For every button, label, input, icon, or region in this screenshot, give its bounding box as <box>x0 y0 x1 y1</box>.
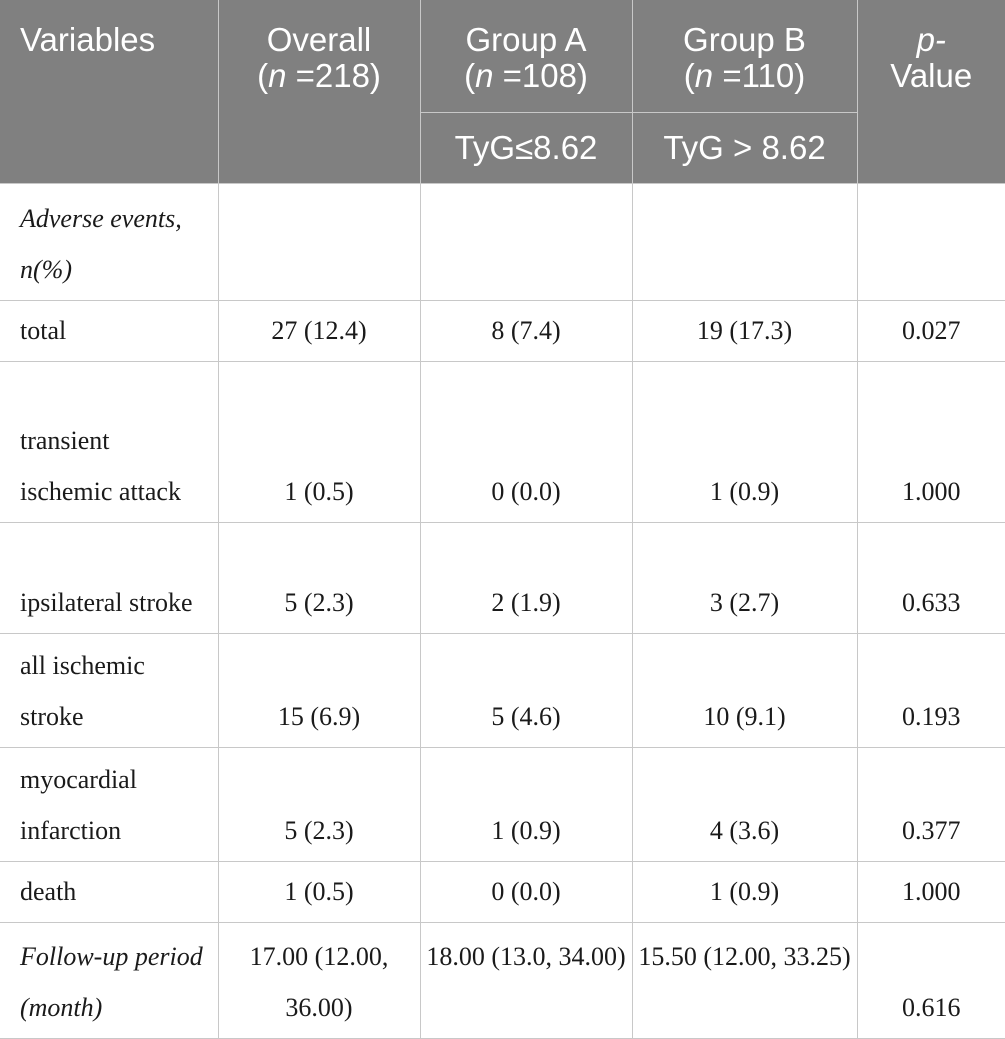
header-overall-n-label: n <box>268 57 287 94</box>
header-p-value-line2: Value <box>890 57 973 94</box>
cell-group-a: 2 (1.9) <box>419 521 633 634</box>
cell-overall: 5 (2.3) <box>217 746 421 862</box>
table-row-tia: transient ischemic attack 1 (0.5) 0 (0.0… <box>0 360 1005 523</box>
table-header: Variables Overall (n =218) Group A (n =108… <box>0 0 1005 184</box>
table-row-ipsilateral-stroke: ipsilateral stroke 5 (2.3) 2 (1.9) 3 (2.… <box>0 521 1005 634</box>
cell-group-a: 18.00 (13.0, 34.00) <box>419 921 633 1039</box>
cell-group-a: 8 (7.4) <box>419 299 633 362</box>
cell-overall: 27 (12.4) <box>217 299 421 362</box>
cell-group-b: 4 (3.6) <box>631 746 858 862</box>
header-group-b-n-value: =110) <box>713 57 806 94</box>
cell-group-a <box>419 182 633 301</box>
table-row-adverse-events: Adverse events, n(%) <box>0 182 1005 301</box>
row-label: transient ischemic attack <box>0 360 219 523</box>
row-label: ipsilateral stroke <box>0 521 219 634</box>
header-group-a-name: Group A <box>465 21 587 58</box>
cell-group-b: 19 (17.3) <box>631 299 858 362</box>
header-group-b: Group B (n =110) <box>631 0 858 113</box>
header-group-a: Group A (n =108) <box>419 0 633 113</box>
row-label: total <box>0 299 219 362</box>
cell-p-value: 1.000 <box>856 860 1005 923</box>
cell-group-a: 0 (0.0) <box>419 860 633 923</box>
cell-p-value: 0.633 <box>856 521 1005 634</box>
row-label: death <box>0 860 219 923</box>
header-subrow: TyG≤8.62 TyG > 8.62 <box>0 112 1005 184</box>
cell-overall: 17.00 (12.00, 36.00) <box>217 921 421 1039</box>
header-p-value: p- Value <box>856 0 1005 184</box>
cell-overall: 5 (2.3) <box>217 521 421 634</box>
header-group-b-name: Group B <box>683 21 806 58</box>
cell-p-value: 0.027 <box>856 299 1005 362</box>
cell-overall: 1 (0.5) <box>217 860 421 923</box>
table-row-all-ischemic-stroke: all ischemic stroke 15 (6.9) 5 (4.6) 10 … <box>0 632 1005 748</box>
cell-overall: 1 (0.5) <box>217 360 421 523</box>
row-label: Follow-up period (month) <box>0 921 219 1039</box>
cell-group-b: 10 (9.1) <box>631 632 858 748</box>
table-body: Adverse events, n(%) total 27 (12.4) 8 (… <box>0 182 1005 1039</box>
header-overall-name: Overall <box>266 21 372 58</box>
cell-p-value <box>856 182 1005 301</box>
table-row-follow-up: Follow-up period (month) 17.00 (12.00, 3… <box>0 921 1005 1039</box>
cell-group-b: 1 (0.9) <box>631 360 858 523</box>
cell-overall <box>217 182 421 301</box>
cell-group-a: 5 (4.6) <box>419 632 633 748</box>
row-label: Adverse events, n(%) <box>0 182 219 301</box>
table-row-total: total 27 (12.4) 8 (7.4) 19 (17.3) 0.027 <box>0 299 1005 362</box>
header-row: Variables Overall (n =218) Group A (n =108… <box>0 0 1005 184</box>
header-overall: Overall (n =218) <box>217 0 421 184</box>
row-label: myocardial infarction <box>0 746 219 862</box>
header-overall-n-value: =218) <box>286 57 381 94</box>
cell-p-value: 0.616 <box>856 921 1005 1039</box>
cell-group-b <box>631 182 858 301</box>
cell-overall: 15 (6.9) <box>217 632 421 748</box>
cell-group-b: 1 (0.9) <box>631 860 858 923</box>
header-group-a-n-label: n <box>475 57 494 94</box>
cell-group-a: 1 (0.9) <box>419 746 633 862</box>
table-row-death: death 1 (0.5) 0 (0.0) 1 (0.9) 1.000 <box>0 860 1005 923</box>
header-group-a-n-value: =108) <box>493 57 588 94</box>
cell-p-value: 1.000 <box>856 360 1005 523</box>
header-group-b-n-label: n <box>694 57 714 94</box>
cell-group-b: 15.50 (12.00, 33.25) <box>631 921 858 1039</box>
cell-p-value: 0.377 <box>856 746 1005 862</box>
cell-group-b: 3 (2.7) <box>631 521 858 634</box>
cell-group-a: 0 (0.0) <box>419 360 633 523</box>
cell-p-value: 0.193 <box>856 632 1005 748</box>
header-group-b-criterion: TyG > 8.62 <box>631 112 857 184</box>
table-row-myocardial-infarction: myocardial infarction 5 (2.3) 1 (0.9) 4 … <box>0 746 1005 862</box>
row-label: all ischemic stroke <box>0 632 219 748</box>
header-group-a-criterion: TyG≤8.62 <box>420 112 633 184</box>
header-p-value-line1: p- <box>916 21 946 58</box>
header-variables: Variables <box>0 0 219 184</box>
